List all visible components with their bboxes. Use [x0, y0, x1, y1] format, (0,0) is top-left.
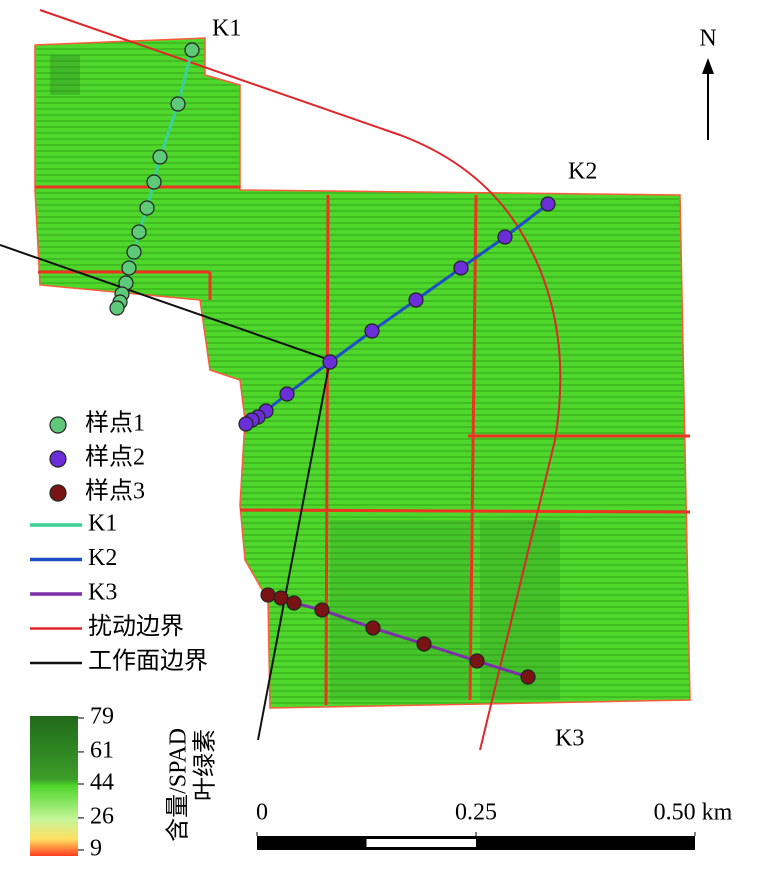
field: [34, 37, 691, 709]
transect-label: K2: [568, 159, 597, 185]
sample-point: [279, 386, 295, 402]
legend-swatch: [49, 416, 67, 434]
legend-swatch: [49, 450, 67, 468]
colorbar: [30, 716, 78, 856]
colorbar-tick-label: 44: [90, 770, 114, 796]
sample-point: [139, 200, 155, 216]
sample-point: [126, 244, 142, 260]
sample-point: [146, 174, 162, 190]
sample-point: [131, 224, 147, 240]
sample-point: [540, 196, 556, 212]
colorbar-tick-label: 61: [90, 737, 114, 763]
transect-label: K3: [555, 726, 584, 752]
sample-point: [314, 602, 330, 618]
sample-point: [520, 669, 536, 685]
sample-point: [170, 96, 186, 112]
legend-label: K3: [88, 580, 117, 606]
legend-label: 样点3: [85, 478, 145, 505]
sample-point: [365, 620, 381, 636]
legend-swatch: [49, 484, 67, 502]
sample-point: [152, 149, 168, 165]
legend-label: K2: [88, 545, 117, 571]
legend-label: 扰动边界: [88, 613, 184, 640]
scale-bar: [366, 839, 476, 847]
legend-label: K1: [88, 511, 117, 537]
sample-point: [260, 587, 276, 603]
legend-label: 样点1: [85, 410, 145, 437]
colorbar-title: 含量/SPAD: [165, 728, 192, 842]
sample-point: [497, 229, 513, 245]
sample-point: [364, 323, 380, 339]
sample-point: [408, 292, 424, 308]
sample-point: [453, 260, 469, 276]
sample-point: [469, 653, 485, 669]
disturbance-boundary: [39, 9, 562, 751]
north-label: N: [699, 26, 716, 52]
colorbar-tick-label: 9: [90, 836, 102, 862]
sample-point: [273, 590, 289, 606]
north-arrow: N: [699, 26, 717, 140]
sample-point: [286, 595, 302, 611]
scale-label: 0: [256, 800, 268, 826]
sample-point: [322, 354, 338, 370]
scale-label: 0.25: [455, 800, 497, 826]
colorbar-tick-label: 79: [90, 704, 114, 730]
colorbar-title: 叶绿素: [192, 729, 219, 801]
sample-point: [238, 416, 254, 432]
sample-point: [416, 636, 432, 652]
sample-point: [121, 260, 137, 276]
legend-label: 样点2: [85, 444, 145, 471]
colorbar-tick-label: 26: [90, 803, 114, 829]
sample-point: [109, 300, 125, 316]
scale-label: 0.50 km: [654, 800, 733, 826]
transect-label: K1: [212, 16, 241, 42]
sample-point: [184, 42, 200, 58]
legend-label: 工作面边界: [88, 648, 208, 675]
